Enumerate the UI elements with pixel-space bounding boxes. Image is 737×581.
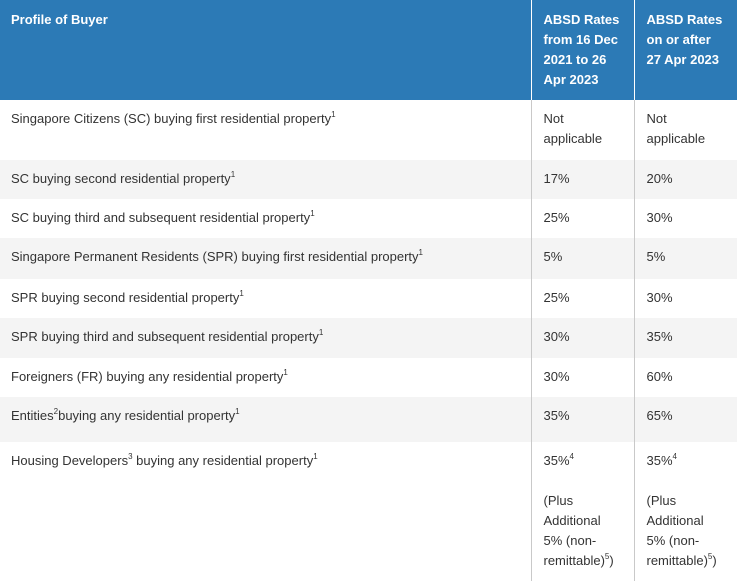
table-row: Entities2buying any residential property… [0, 397, 737, 442]
profile-text: Housing Developers [11, 453, 129, 468]
profile-cell: Singapore Permanent Residents (SPR) buyi… [0, 238, 531, 279]
profile-cell: Housing Developers3 buying any residenti… [0, 442, 531, 581]
header-line: 27 Apr 2023 [646, 52, 720, 67]
header-rate-2021-2023: ABSD Rates from 16 Dec 2021 to 26 Apr 20… [530, 0, 634, 100]
profile-text: Entities [11, 408, 54, 423]
profile-text: buying any residential property [58, 408, 236, 423]
profile-text: SC buying third and subsequent residenti… [11, 210, 311, 225]
header-line: ABSD Rates [646, 12, 723, 27]
profile-cell: Entities2buying any residential property… [0, 397, 531, 442]
rate-2021-cell: 30% [530, 358, 634, 397]
rate-line: Not [646, 111, 667, 126]
rate-2023-cell: 30% [633, 279, 737, 318]
table-row: SPR buying second residential property1 … [0, 279, 737, 318]
rate-line: (Plus [543, 493, 574, 508]
rate-2021-cell: 35% [530, 397, 634, 442]
profile-cell: SC buying third and subsequent residenti… [0, 199, 531, 238]
rate-line-last: remittable)5) [647, 551, 734, 571]
rate-2021-cell: 5% [530, 238, 634, 279]
rate-2021-cell: 25% [530, 279, 634, 318]
footnote-ref: 1 [318, 328, 324, 337]
footnote-ref: 1 [283, 368, 288, 377]
footnote-ref: 1 [331, 110, 336, 119]
header-profile-of-buyer: Profile of Buyer [0, 0, 531, 100]
profile-cell: Singapore Citizens (SC) buying first res… [0, 100, 531, 160]
rate-line-last: remittable)5) [544, 551, 630, 571]
profile-text: Singapore Citizens (SC) buying first res… [11, 111, 332, 126]
rate-2023-cell: Not applicable [633, 100, 737, 160]
rate-text: remittable) [646, 553, 708, 568]
profile-text: buying any residential property [132, 453, 314, 468]
spacer [544, 471, 630, 491]
profile-text: SC buying second residential property [11, 171, 231, 186]
rate-2023-cell: 30% [633, 199, 737, 238]
table-header-row: Profile of Buyer ABSD Rates from 16 Dec … [0, 0, 737, 100]
header-rate-after-apr-2023: ABSD Rates on or after 27 Apr 2023 [633, 0, 737, 100]
rate-text: ) [609, 553, 614, 568]
table-row: Singapore Citizens (SC) buying first res… [0, 100, 737, 160]
rate-2021-cell: 35%4 (Plus Additional 5% (non- remittabl… [530, 442, 634, 581]
rate-text: remittable) [543, 553, 605, 568]
rate-2023-cell: 65% [633, 397, 737, 442]
footnote-ref: 5 [707, 552, 713, 561]
footnote-ref: 4 [569, 452, 574, 461]
rate-value: 35% [543, 453, 570, 468]
rate-line: applicable [543, 131, 603, 146]
footnote-ref: 1 [310, 209, 315, 218]
table-row: Foreigners (FR) buying any residential p… [0, 358, 737, 397]
profile-text: SPR buying second residential property [11, 290, 240, 305]
profile-cell: Foreigners (FR) buying any residential p… [0, 358, 531, 397]
header-line: ABSD Rates [543, 12, 620, 27]
profile-cell: SC buying second residential property1 [0, 160, 531, 199]
rate-line: applicable [646, 131, 706, 146]
footnote-ref: 2 [53, 407, 59, 416]
rate-line: Additional [646, 513, 704, 528]
header-line: Apr 2023 [543, 72, 599, 87]
footnote-ref: 1 [418, 248, 423, 257]
table-row: SC buying third and subsequent residenti… [0, 199, 737, 238]
rate-line: Additional [543, 513, 601, 528]
rate-2023-cell: 35%4 (Plus Additional 5% (non- remittabl… [633, 442, 737, 581]
footnote-ref: 1 [230, 170, 236, 179]
rate-value: 35% [646, 453, 673, 468]
header-line: 2021 to 26 [543, 52, 607, 67]
table-row: SC buying second residential property1 1… [0, 160, 737, 199]
rate-2021-cell: Not applicable [530, 100, 634, 160]
rate-2023-cell: 20% [633, 160, 737, 199]
rate-line: 5% (non- [543, 533, 597, 548]
profile-cell: SPR buying third and subsequent resident… [0, 318, 531, 358]
rate-2021-cell: 17% [530, 160, 634, 199]
footnote-ref: 3 [128, 452, 133, 461]
footnote-ref: 5 [604, 552, 610, 561]
spacer [647, 471, 734, 491]
rate-text: ) [712, 553, 717, 568]
footnote-ref: 1 [235, 407, 240, 416]
footnote-ref: 1 [313, 452, 318, 461]
profile-text: SPR buying third and subsequent resident… [11, 329, 319, 344]
footnote-ref: 1 [239, 289, 244, 298]
rate-line: Not [543, 111, 564, 126]
rate-2021-cell: 25% [530, 199, 634, 238]
header-line: from 16 Dec [543, 32, 618, 47]
rate-2023-cell: 60% [633, 358, 737, 397]
table-row: SPR buying third and subsequent resident… [0, 318, 737, 358]
rate-2023-cell: 35% [633, 318, 737, 358]
profile-cell: SPR buying second residential property1 [0, 279, 531, 318]
rate-main: 35%4 [544, 451, 630, 471]
header-line: on or after [646, 32, 711, 47]
rate-main: 35%4 [647, 451, 734, 471]
rate-2023-cell: 5% [633, 238, 737, 279]
rate-line: 5% (non- [646, 533, 700, 548]
footnote-ref: 4 [672, 452, 677, 461]
table-row: Housing Developers3 buying any residenti… [0, 442, 737, 581]
profile-text: Foreigners (FR) buying any residential p… [11, 369, 284, 384]
rate-line: (Plus [646, 493, 677, 508]
profile-text: Singapore Permanent Residents (SPR) buyi… [11, 249, 419, 264]
rate-2021-cell: 30% [530, 318, 634, 358]
table-row: Singapore Permanent Residents (SPR) buyi… [0, 238, 737, 279]
